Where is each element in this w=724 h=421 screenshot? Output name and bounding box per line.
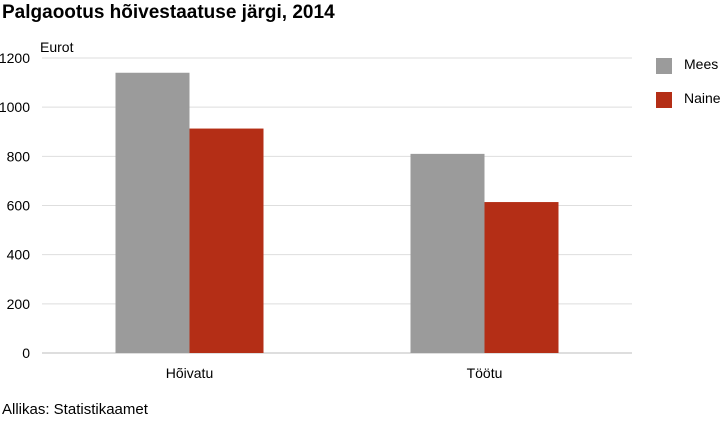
legend-label-mees: Mees	[684, 56, 718, 72]
legend-swatch-naine	[656, 92, 672, 108]
y-tick-label: 0	[22, 345, 30, 361]
y-axis-label: Eurot	[40, 39, 74, 55]
y-tick-label: 600	[7, 198, 31, 214]
y-tick-label: 1000	[0, 99, 30, 115]
x-axis-ticks: Hõivatu Töötu	[166, 365, 503, 381]
x-tick-label: Töötu	[467, 365, 503, 381]
legend-label-naine: Naine	[684, 90, 721, 106]
legend-swatch-mees	[656, 58, 672, 74]
chart-title: Palgaootus hõivestaatuse järgi, 2014	[2, 2, 335, 23]
x-tick-label: Hõivatu	[166, 365, 213, 381]
y-tick-label: 800	[7, 148, 31, 164]
bar-mees-0	[115, 72, 190, 353]
bar-naine-1	[484, 202, 559, 353]
bar-naine-0	[189, 128, 264, 353]
y-tick-label: 400	[7, 247, 31, 263]
y-tick-label: 200	[7, 296, 31, 312]
legend: Mees Naine	[656, 56, 721, 108]
source-note: Allikas: Statistikaamet	[2, 401, 148, 418]
y-tick-label: 1200	[0, 50, 30, 66]
bar-mees-1	[410, 153, 485, 353]
y-axis-ticks: 0 200 400 600 800 1000 1200	[0, 50, 30, 361]
bars	[115, 72, 559, 353]
